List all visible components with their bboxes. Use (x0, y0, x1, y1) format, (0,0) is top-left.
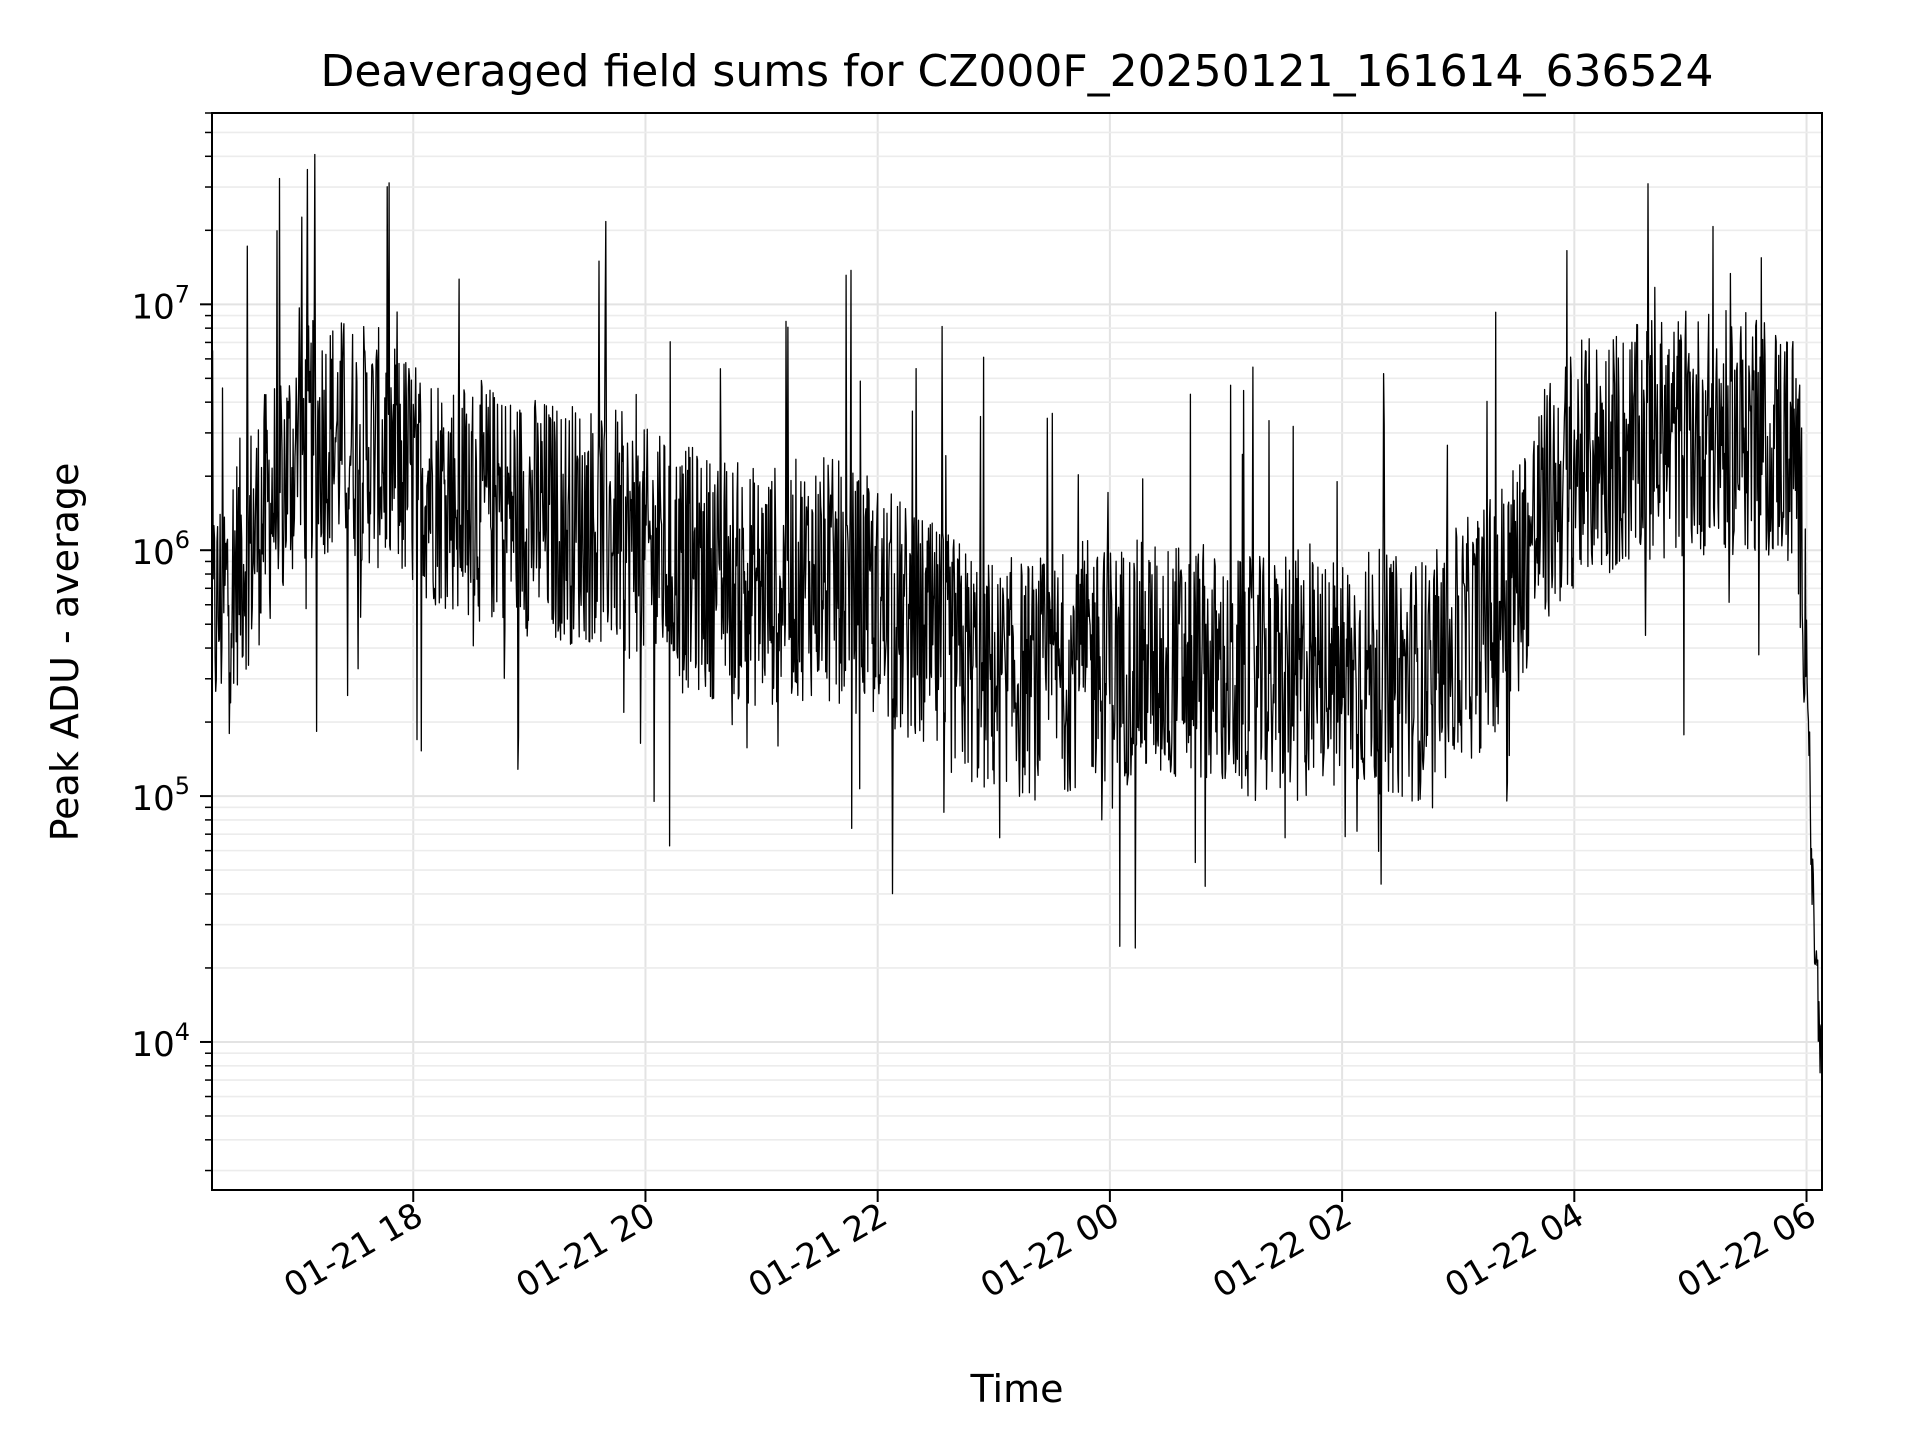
y-tick-exponent: 6 (175, 526, 190, 554)
y-tick-exponent: 7 (175, 280, 190, 308)
y-tick-label: 107 (131, 280, 190, 327)
y-tick-exponent: 4 (175, 1018, 190, 1046)
plot-frame (211, 112, 1823, 1191)
series-line (211, 153, 1823, 1074)
series-layer (211, 153, 1823, 1074)
y-tick-label: 105 (131, 772, 190, 819)
y-tick-exponent: 5 (175, 772, 190, 800)
y-tick-base: 10 (131, 1025, 174, 1065)
chart-title: Deaveraged field sums for CZ000F_2025012… (320, 46, 1713, 97)
y-tick-base: 10 (131, 779, 174, 819)
y-tick-base: 10 (131, 287, 174, 327)
y-tick-label: 106 (131, 526, 190, 573)
y-axis-label: Peak ADU - average (43, 463, 87, 842)
y-tick-label: 104 (131, 1018, 190, 1065)
y-tick-base: 10 (131, 533, 174, 573)
x-axis-label: Time (970, 1367, 1064, 1411)
